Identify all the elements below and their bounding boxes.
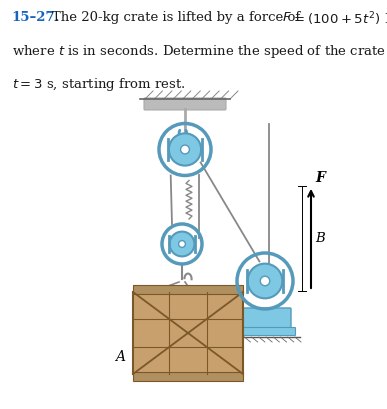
Text: A: A	[115, 350, 125, 364]
Bar	[133, 285, 243, 294]
Circle shape	[169, 133, 201, 166]
Text: $t = 3$ s, starting from rest.: $t = 3$ s, starting from rest.	[12, 76, 185, 92]
Text: F: F	[315, 171, 325, 185]
Text: $F$: $F$	[282, 11, 291, 24]
Circle shape	[178, 240, 185, 247]
FancyBboxPatch shape	[144, 98, 226, 110]
Circle shape	[248, 264, 283, 298]
Text: 15–27.: 15–27.	[12, 11, 60, 24]
Circle shape	[170, 231, 194, 256]
Bar	[133, 292, 243, 374]
Circle shape	[181, 145, 189, 154]
Text: The 20-kg crate is lifted by a force of: The 20-kg crate is lifted by a force of	[52, 11, 305, 24]
Text: B: B	[315, 232, 325, 245]
Circle shape	[260, 276, 270, 286]
Text: $= (100 + 5t^2)$ N,: $= (100 + 5t^2)$ N,	[291, 11, 387, 29]
Text: where $t$ is in seconds. Determine the speed of the crate when: where $t$ is in seconds. Determine the s…	[12, 43, 387, 60]
Bar	[133, 372, 243, 381]
FancyBboxPatch shape	[235, 328, 296, 335]
FancyBboxPatch shape	[239, 308, 291, 330]
